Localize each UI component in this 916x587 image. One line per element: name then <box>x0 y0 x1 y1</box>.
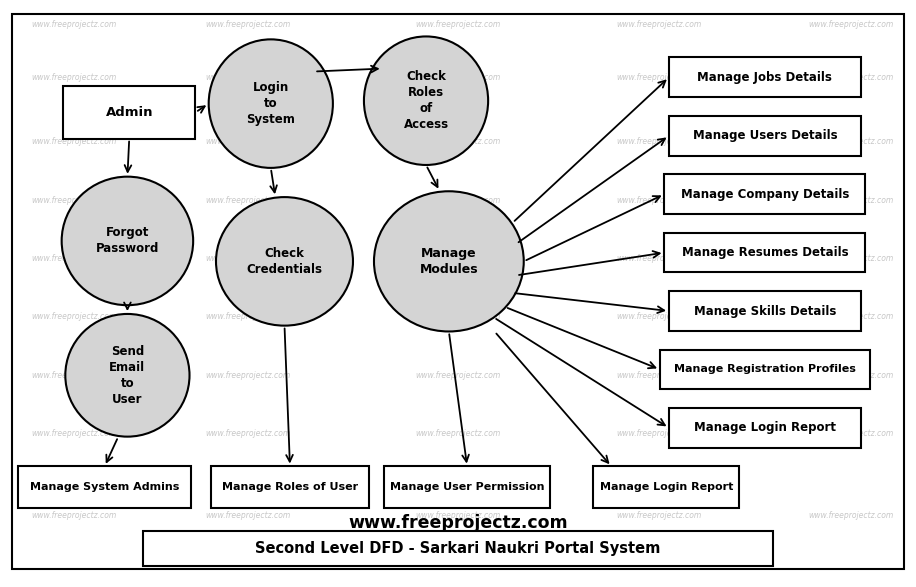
Text: www.freeprojectz.com: www.freeprojectz.com <box>205 137 290 146</box>
Bar <box>63 86 195 139</box>
Text: www.freeprojectz.com: www.freeprojectz.com <box>616 429 702 438</box>
Text: www.freeprojectz.com: www.freeprojectz.com <box>32 371 117 380</box>
Text: www.freeprojectz.com: www.freeprojectz.com <box>616 73 702 82</box>
Bar <box>660 350 870 389</box>
Text: Manage Company Details: Manage Company Details <box>681 188 849 201</box>
Text: Manage User Permission: Manage User Permission <box>390 483 544 492</box>
Ellipse shape <box>216 197 353 326</box>
Text: www.freeprojectz.com: www.freeprojectz.com <box>32 312 117 321</box>
Text: www.freeprojectz.com: www.freeprojectz.com <box>415 312 501 321</box>
Text: www.freeprojectz.com: www.freeprojectz.com <box>32 195 117 204</box>
Text: www.freeprojectz.com: www.freeprojectz.com <box>808 73 893 82</box>
Text: Send
Email
to
User: Send Email to User <box>109 345 146 406</box>
Text: Manage Registration Profiles: Manage Registration Profiles <box>674 365 856 375</box>
Bar <box>594 467 739 508</box>
Text: www.freeprojectz.com: www.freeprojectz.com <box>616 21 702 29</box>
Ellipse shape <box>61 177 193 305</box>
Text: www.freeprojectz.com: www.freeprojectz.com <box>205 73 290 82</box>
Text: Manage Login Report: Manage Login Report <box>693 421 835 434</box>
Text: www.freeprojectz.com: www.freeprojectz.com <box>415 73 501 82</box>
Text: www.freeprojectz.com: www.freeprojectz.com <box>415 195 501 204</box>
Text: www.freeprojectz.com: www.freeprojectz.com <box>205 195 290 204</box>
Text: www.freeprojectz.com: www.freeprojectz.com <box>205 371 290 380</box>
Text: www.freeprojectz.com: www.freeprojectz.com <box>415 137 501 146</box>
Text: www.freeprojectz.com: www.freeprojectz.com <box>415 429 501 438</box>
Text: Forgot
Password: Forgot Password <box>96 227 159 255</box>
Text: Manage Login Report: Manage Login Report <box>600 483 733 492</box>
Text: www.freeprojectz.com: www.freeprojectz.com <box>415 511 501 520</box>
Text: Manage System Admins: Manage System Admins <box>30 483 180 492</box>
Text: www.freeprojectz.com: www.freeprojectz.com <box>205 511 290 520</box>
Bar <box>669 291 861 331</box>
Text: www.freeprojectz.com: www.freeprojectz.com <box>415 254 501 263</box>
Text: www.freeprojectz.com: www.freeprojectz.com <box>808 371 893 380</box>
Text: Manage Users Details: Manage Users Details <box>692 129 837 142</box>
Text: www.freeprojectz.com: www.freeprojectz.com <box>808 21 893 29</box>
Text: www.freeprojectz.com: www.freeprojectz.com <box>616 137 702 146</box>
Bar <box>664 174 866 214</box>
Text: www.freeprojectz.com: www.freeprojectz.com <box>205 312 290 321</box>
Bar <box>212 467 368 508</box>
Text: www.freeprojectz.com: www.freeprojectz.com <box>808 429 893 438</box>
Bar <box>17 467 191 508</box>
Text: www.freeprojectz.com: www.freeprojectz.com <box>32 254 117 263</box>
Text: www.freeprojectz.com: www.freeprojectz.com <box>348 514 568 531</box>
Bar <box>669 58 861 97</box>
Text: www.freeprojectz.com: www.freeprojectz.com <box>415 21 501 29</box>
Text: www.freeprojectz.com: www.freeprojectz.com <box>205 429 290 438</box>
Text: www.freeprojectz.com: www.freeprojectz.com <box>32 73 117 82</box>
Text: Second Level DFD - Sarkari Naukri Portal System: Second Level DFD - Sarkari Naukri Portal… <box>256 541 660 556</box>
Text: www.freeprojectz.com: www.freeprojectz.com <box>32 21 117 29</box>
Text: www.freeprojectz.com: www.freeprojectz.com <box>32 511 117 520</box>
Text: www.freeprojectz.com: www.freeprojectz.com <box>808 195 893 204</box>
Bar <box>664 232 866 272</box>
Text: Manage
Modules: Manage Modules <box>420 247 478 276</box>
Text: www.freeprojectz.com: www.freeprojectz.com <box>808 137 893 146</box>
Bar <box>669 116 861 156</box>
Text: Admin: Admin <box>105 106 153 119</box>
Text: www.freeprojectz.com: www.freeprojectz.com <box>32 429 117 438</box>
Text: www.freeprojectz.com: www.freeprojectz.com <box>616 195 702 204</box>
Text: Login
to
System: Login to System <box>246 81 295 126</box>
Bar <box>384 467 551 508</box>
Text: www.freeprojectz.com: www.freeprojectz.com <box>205 254 290 263</box>
Text: Manage Resumes Details: Manage Resumes Details <box>682 246 848 259</box>
Text: Manage Roles of User: Manage Roles of User <box>222 483 358 492</box>
Text: Check
Roles
of
Access: Check Roles of Access <box>403 70 449 131</box>
Bar <box>669 408 861 448</box>
Text: www.freeprojectz.com: www.freeprojectz.com <box>205 21 290 29</box>
Text: www.freeprojectz.com: www.freeprojectz.com <box>808 312 893 321</box>
Text: www.freeprojectz.com: www.freeprojectz.com <box>616 312 702 321</box>
Text: www.freeprojectz.com: www.freeprojectz.com <box>415 371 501 380</box>
Text: www.freeprojectz.com: www.freeprojectz.com <box>808 254 893 263</box>
Text: www.freeprojectz.com: www.freeprojectz.com <box>616 254 702 263</box>
Ellipse shape <box>374 191 524 332</box>
Text: www.freeprojectz.com: www.freeprojectz.com <box>808 511 893 520</box>
Text: Manage Skills Details: Manage Skills Details <box>693 305 836 318</box>
Bar <box>143 531 773 566</box>
Ellipse shape <box>65 314 190 437</box>
Ellipse shape <box>364 36 488 165</box>
Text: Check
Credentials: Check Credentials <box>246 247 322 276</box>
Text: Manage Jobs Details: Manage Jobs Details <box>697 71 833 84</box>
Text: www.freeprojectz.com: www.freeprojectz.com <box>32 137 117 146</box>
Text: www.freeprojectz.com: www.freeprojectz.com <box>616 511 702 520</box>
Text: www.freeprojectz.com: www.freeprojectz.com <box>616 371 702 380</box>
Ellipse shape <box>209 39 333 168</box>
